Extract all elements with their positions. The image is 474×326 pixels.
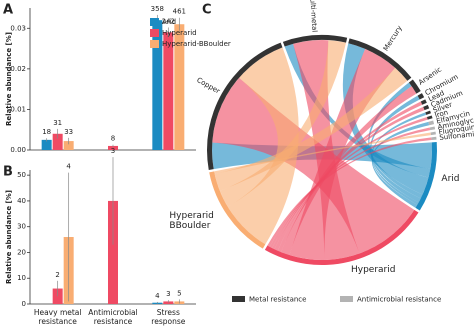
count-label: 18 — [42, 128, 51, 136]
count-label: 8 — [111, 135, 115, 143]
x-tick-label: Stress response — [151, 308, 186, 326]
chord — [281, 86, 417, 256]
panel-label: C — [202, 3, 212, 18]
gene-sector — [417, 93, 425, 100]
gene-sector — [431, 136, 437, 141]
legend-swatch — [232, 296, 245, 302]
y-tick-label: 0 — [22, 300, 26, 308]
bar — [41, 139, 52, 150]
gene-label: Mercury — [382, 24, 404, 52]
gene-sector — [207, 42, 283, 170]
bar — [163, 32, 174, 150]
bar — [108, 200, 118, 304]
gene-label: Iron — [434, 108, 449, 120]
y-tick-label: 40 — [17, 197, 26, 205]
gene-label: Sulfonamide — [439, 129, 474, 141]
count-label: 33 — [64, 128, 73, 136]
gene-sector — [423, 104, 430, 111]
chord — [342, 43, 429, 195]
chord — [212, 77, 415, 254]
legend-label: Arid — [162, 18, 176, 26]
legend-swatch — [150, 40, 159, 48]
panel-label: B — [3, 165, 13, 180]
chord — [214, 132, 431, 174]
x-tick-label: Antimicrobial resistance — [88, 308, 138, 326]
chord — [371, 112, 427, 205]
y-tick-label: 0.01 — [10, 105, 26, 113]
group-label: Hyperarid BBoulder — [169, 210, 214, 231]
legend-swatch — [340, 296, 353, 302]
y-tick-label: 0.03 — [10, 24, 26, 32]
y-tick-label: 0.02 — [10, 65, 26, 73]
legend-label: Antimicrobial resistance — [357, 296, 441, 304]
count-label: 5 — [177, 289, 181, 297]
count-label: 3 — [111, 147, 115, 155]
count-label: 4 — [66, 163, 71, 171]
group-sector — [209, 171, 266, 249]
y-axis-title: Relative abundance [%] — [5, 32, 13, 126]
gene-sector — [426, 115, 433, 120]
gene-sector — [430, 131, 436, 136]
y-tick-label: 20 — [17, 248, 26, 256]
y-tick-label: 0.00 — [10, 146, 26, 154]
bar — [174, 24, 185, 151]
y-axis-title: Relative abundance [%] — [5, 190, 13, 284]
gene-sector — [282, 35, 348, 47]
bar — [63, 141, 74, 150]
legend-label: Metal resistance — [249, 296, 306, 304]
count-label: 242 — [162, 17, 175, 25]
gene-sector — [428, 120, 435, 126]
group-label: Hyperarid — [350, 264, 396, 275]
legend-swatch — [150, 29, 159, 37]
count-label: 461 — [173, 8, 186, 16]
gene-label: Multi-metal — [308, 0, 318, 33]
gene-label: Copper — [195, 76, 221, 95]
bar — [108, 145, 118, 150]
panel-label: A — [3, 3, 13, 18]
bar — [152, 20, 163, 150]
bar — [52, 133, 63, 150]
gene-sector — [408, 79, 421, 94]
gene-sector — [425, 110, 431, 115]
group-label: Arid — [441, 174, 460, 185]
legend-swatch — [150, 18, 159, 26]
y-tick-label: 10 — [17, 274, 26, 282]
legend-label: Hyperarid-BBoulder — [162, 40, 231, 48]
gene-sector — [420, 99, 427, 105]
y-tick-label: 50 — [17, 171, 26, 179]
chords — [212, 40, 433, 260]
count-label: 31 — [53, 119, 62, 127]
count-label: 358 — [151, 5, 164, 13]
y-tick-label: 30 — [17, 223, 26, 231]
group-sector — [415, 141, 437, 211]
gene-sector — [429, 126, 436, 131]
chord — [214, 67, 408, 191]
count-label: 4 — [155, 292, 160, 300]
legend-label: Hyperarid — [162, 29, 197, 37]
count-label: 2 — [55, 271, 59, 279]
count-label: 3 — [166, 290, 170, 298]
x-tick-label: Heavy metal resistance — [33, 308, 82, 326]
chord — [370, 95, 421, 203]
chord — [219, 40, 347, 207]
gene-sector — [348, 38, 412, 81]
